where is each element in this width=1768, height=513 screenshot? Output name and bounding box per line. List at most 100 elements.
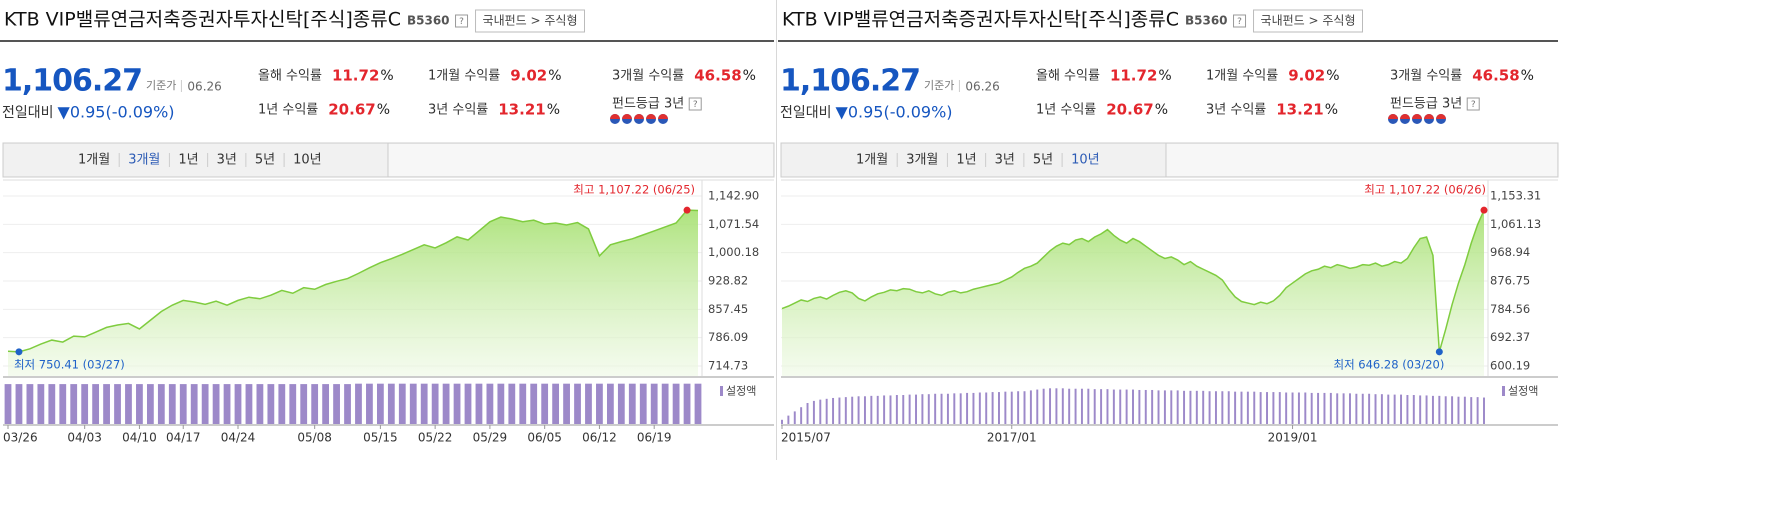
y-tick-label: 1,142.90: [708, 189, 759, 203]
period-tab[interactable]: 3개월: [128, 153, 160, 168]
volume-bar: [1457, 396, 1460, 424]
volume-bar: [806, 403, 809, 424]
volume-bar: [234, 384, 242, 424]
help-icon-text: ?: [1237, 17, 1242, 27]
volume-bar: [863, 396, 866, 424]
return-label: 3년 수익률: [428, 103, 488, 118]
volume-bar: [1055, 388, 1058, 424]
volume-bar: [245, 384, 253, 424]
x-tick-label: 05/29: [473, 431, 508, 445]
volume-bar: [991, 392, 994, 424]
breadcrumb: 국내펀드 > 주식형: [1261, 14, 1356, 28]
fund-code: B5360: [407, 14, 450, 28]
min-marker: [1435, 348, 1443, 356]
period-tab[interactable]: 5년: [1033, 153, 1053, 168]
volume-bar: [70, 384, 78, 424]
period-tab[interactable]: 1년: [956, 153, 976, 168]
period-tab[interactable]: 3년: [217, 153, 237, 168]
volume-bar: [15, 384, 23, 424]
x-tick-label: 06/05: [527, 431, 562, 445]
volume-bar: [1195, 390, 1198, 424]
volume-bar: [1214, 391, 1217, 424]
volume-bar: [1144, 389, 1147, 424]
grade-icon-top: [622, 114, 632, 119]
volume-bar: [486, 383, 494, 424]
volume-bar: [972, 392, 975, 424]
help-icon-text: ?: [1471, 100, 1476, 110]
volume-bar: [563, 383, 570, 424]
volume-bar: [1189, 390, 1192, 424]
volume-bar: [1125, 389, 1128, 424]
legend-swatch: [1502, 386, 1505, 396]
grade-label: 펀드등급 3년: [1390, 97, 1462, 112]
volume-bar: [1425, 395, 1428, 424]
x-tick-label: 06/12: [582, 431, 617, 445]
x-tick-label: 2019/01: [1268, 431, 1318, 445]
period-tab[interactable]: 10년: [293, 153, 322, 168]
volume-bar: [1342, 393, 1345, 424]
volume-bar: [1049, 388, 1052, 424]
return-value: 13.21: [1276, 101, 1323, 119]
volume-bar: [889, 395, 892, 424]
volume-bar: [844, 397, 847, 424]
volume-bar: [103, 384, 110, 424]
volume-bar: [574, 383, 581, 424]
x-tick-label: 05/08: [297, 431, 332, 445]
volume-bar: [934, 393, 937, 424]
return-label: 올해 수익률: [1036, 69, 1100, 84]
volume-bar: [409, 383, 417, 424]
volume-bar: [442, 383, 450, 424]
volume-bar: [475, 383, 483, 424]
return-value: 20.67: [1106, 101, 1153, 119]
volume-bar: [851, 396, 854, 424]
return-label: 올해 수익률: [258, 69, 322, 84]
period-tab[interactable]: 3년: [995, 153, 1015, 168]
return-label: 1개월 수익률: [428, 69, 500, 84]
volume-bar: [683, 383, 691, 424]
volume-bar: [800, 407, 803, 424]
volume-bar: [92, 384, 100, 424]
volume-bar: [883, 395, 886, 424]
volume-bar: [1329, 392, 1332, 424]
volume-bar: [1157, 390, 1160, 424]
change-label: 전일대비: [780, 105, 832, 121]
volume-bar: [959, 393, 962, 424]
volume-bar: [787, 415, 790, 424]
tab-bar-right: [1166, 144, 1557, 176]
grade-icon-top: [1412, 114, 1422, 119]
volume-bar: [1476, 397, 1479, 424]
volume-bar: [1419, 395, 1422, 424]
volume-bar: [628, 383, 636, 424]
volume-bar: [267, 384, 275, 424]
volume-bar: [650, 383, 658, 424]
volume-bar: [876, 395, 879, 424]
volume-bar: [617, 383, 625, 424]
period-tab[interactable]: 5년: [255, 153, 275, 168]
volume-bar: [1266, 392, 1268, 424]
y-tick-label: 857.45: [708, 302, 748, 316]
return-label: 3개월 수익률: [612, 69, 684, 84]
return-label: 1개월 수익률: [1206, 69, 1278, 84]
period-tab[interactable]: 10년: [1071, 153, 1100, 168]
volume-bar: [1227, 391, 1230, 424]
volume-bar: [387, 383, 395, 424]
volume-bar: [190, 384, 198, 424]
volume-bar: [1304, 392, 1307, 424]
volume-bar: [81, 384, 89, 424]
fund-title: KTB VIP밸류연금저축증권자투자신탁[주식]종류C: [4, 9, 401, 31]
period-tab[interactable]: 3개월: [906, 153, 938, 168]
breadcrumb-box: [475, 9, 585, 33]
period-tab[interactable]: 1개월: [856, 153, 888, 168]
help-icon: [1466, 97, 1480, 111]
help-icon-text: ?: [693, 100, 698, 110]
period-tab[interactable]: 1년: [178, 153, 198, 168]
return-label: 1년 수익률: [1036, 103, 1096, 118]
volume-bar: [278, 384, 286, 424]
volume-bar: [832, 397, 835, 424]
volume-bar: [585, 383, 592, 424]
volume-bar: [1451, 396, 1454, 424]
volume-bar: [1393, 394, 1396, 424]
period-tab[interactable]: 1개월: [78, 153, 110, 168]
breadcrumb-box: [1253, 9, 1363, 33]
